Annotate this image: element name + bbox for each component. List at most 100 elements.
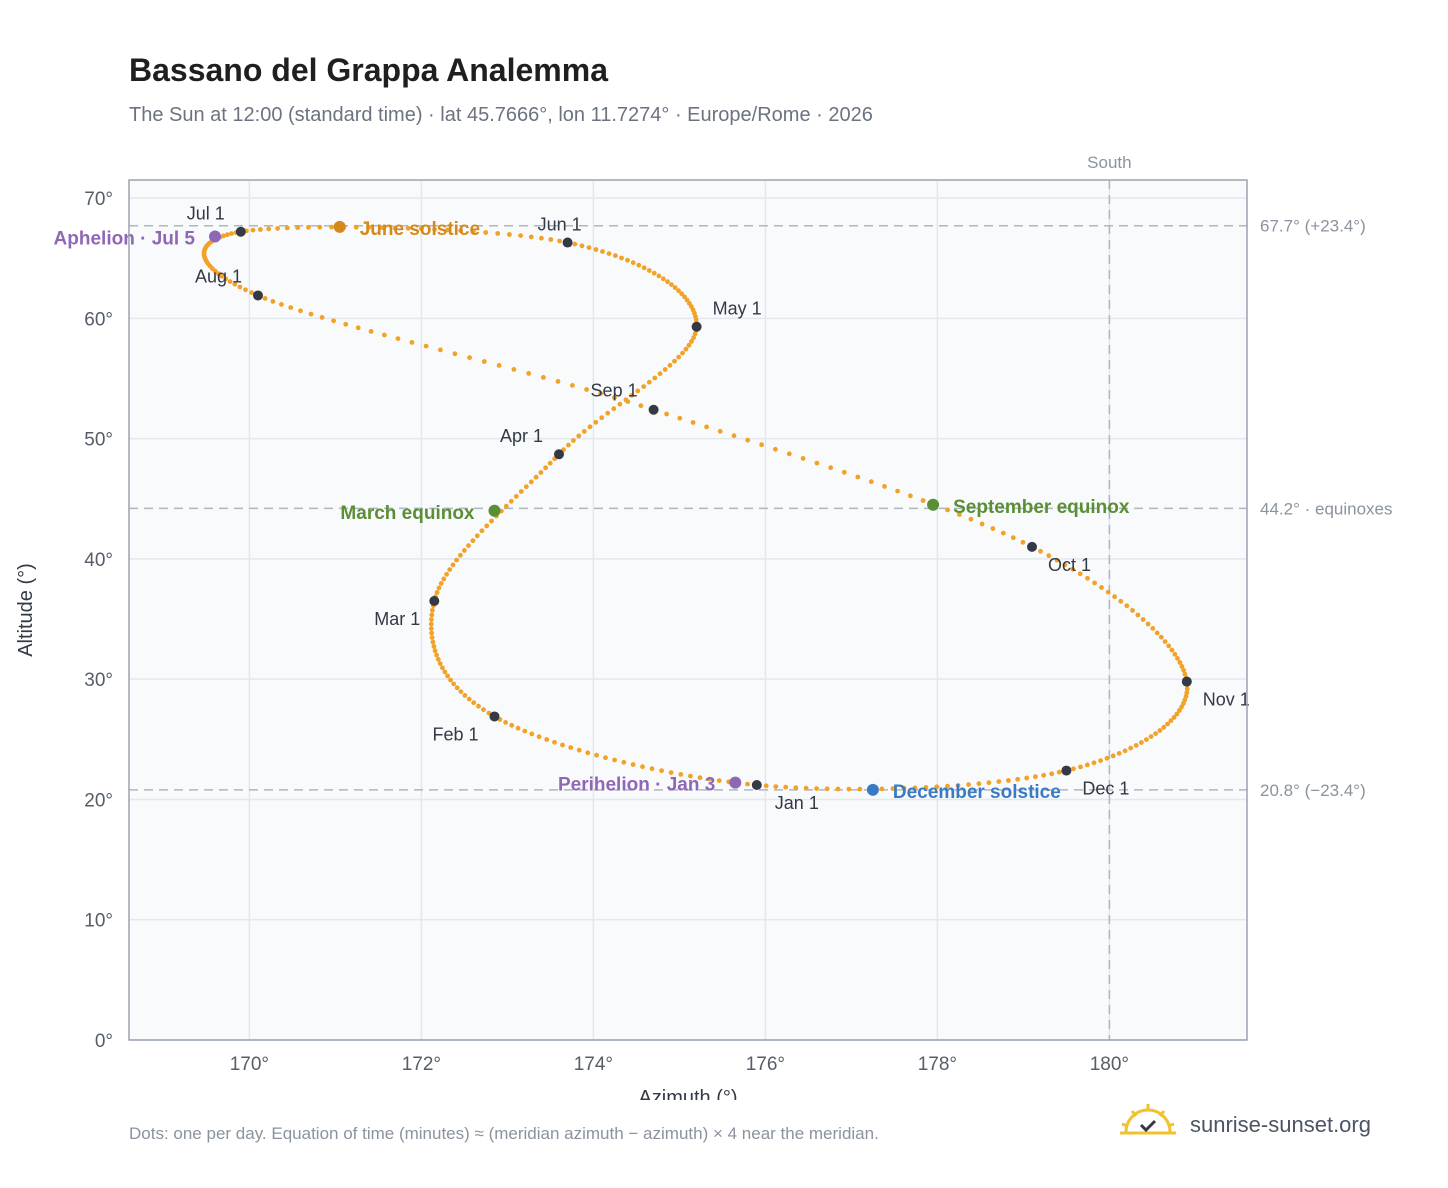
- daily-dot: [523, 484, 529, 490]
- daily-dot: [1171, 715, 1177, 720]
- month-marker: [562, 237, 573, 248]
- daily-dot: [570, 383, 575, 388]
- daily-dot: [552, 739, 557, 745]
- daily-dot: [1177, 708, 1182, 713]
- daily-dot: [1062, 562, 1068, 568]
- daily-dot: [448, 677, 453, 683]
- daily-dot: [539, 235, 544, 241]
- y-tick-label: 0°: [95, 1031, 113, 1052]
- brand-logo[interactable]: sunrise-sunset.org: [1120, 1100, 1400, 1150]
- daily-dot: [745, 437, 751, 443]
- x-tick-label: 170°: [230, 1054, 269, 1075]
- daily-dot: [445, 227, 451, 233]
- daily-dot: [600, 249, 605, 254]
- daily-dot: [317, 224, 323, 230]
- daily-dot: [682, 294, 687, 300]
- daily-dot: [219, 273, 225, 279]
- daily-dot: [908, 493, 913, 499]
- daily-dot: [466, 543, 471, 548]
- daily-dot: [688, 773, 693, 779]
- event-marker: [488, 504, 501, 517]
- daily-dot: [1135, 612, 1141, 618]
- daily-dot: [828, 465, 834, 471]
- month-marker: [235, 226, 246, 237]
- daily-dot: [298, 308, 303, 314]
- daily-dot: [586, 245, 592, 251]
- daily-dot: [454, 557, 459, 563]
- daily-dot: [431, 644, 437, 649]
- y-tick-label: 40°: [84, 550, 113, 571]
- daily-dot: [434, 652, 439, 658]
- axes: 170° 172° 174° 176° 178° 180° 0° 10° 20° 30° 40° 50…: [15, 189, 1129, 1100]
- month-label: Sep 1: [591, 381, 638, 401]
- daily-dot: [243, 287, 248, 293]
- daily-dot: [957, 512, 962, 517]
- daily-dot: [444, 571, 449, 577]
- daily-dot: [518, 489, 524, 494]
- reference-line-label: 20.8° (−23.4°): [1260, 781, 1366, 800]
- daily-dot: [934, 784, 940, 790]
- daily-dot: [640, 764, 645, 770]
- daily-dot: [1153, 731, 1158, 736]
- daily-dot: [1041, 772, 1047, 778]
- daily-dot: [566, 442, 571, 448]
- event-label: Aphelion · Jul 5: [54, 229, 196, 250]
- month-marker: [751, 780, 762, 791]
- daily-dot: [641, 384, 647, 389]
- daily-dot: [759, 442, 764, 448]
- daily-dot: [676, 288, 681, 294]
- daily-dot: [495, 231, 501, 236]
- daily-dot: [649, 766, 655, 772]
- y-tick-label: 60°: [84, 309, 113, 330]
- daily-dot: [1070, 566, 1076, 572]
- reference-line-label: 67.7° (+23.4°): [1260, 217, 1366, 236]
- daily-dot: [483, 230, 489, 235]
- daily-dot: [529, 731, 535, 737]
- daily-dot: [594, 752, 599, 758]
- daily-dot: [1182, 697, 1188, 703]
- analemma-chart: 67.7° (+23.4°) 44.2° · equinoxes 20.8° (−2…: [15, 153, 1393, 1100]
- daily-dot: [641, 265, 647, 271]
- daily-dot: [680, 350, 685, 356]
- daily-dot: [511, 367, 517, 372]
- daily-dot: [442, 669, 448, 675]
- daily-dot: [668, 770, 674, 775]
- daily-dot: [419, 226, 424, 232]
- daily-dot: [1179, 664, 1185, 669]
- month-label: Jan 1: [775, 793, 819, 813]
- daily-dot: [1181, 667, 1186, 673]
- daily-dot: [955, 783, 961, 788]
- daily-dot: [288, 305, 294, 310]
- daily-dot: [366, 224, 372, 230]
- daily-dot: [697, 775, 703, 781]
- event-marker: [729, 776, 742, 789]
- daily-dot: [503, 720, 508, 725]
- daily-dot: [1165, 721, 1170, 727]
- daily-dot: [1116, 751, 1122, 756]
- daily-dot: [229, 231, 234, 237]
- daily-dot: [266, 226, 272, 232]
- daily-dot: [625, 399, 631, 404]
- daily-dot: [773, 446, 778, 452]
- daily-dot: [690, 420, 696, 425]
- daily-dot: [258, 227, 263, 232]
- daily-dot: [968, 516, 974, 522]
- daily-dot: [612, 395, 617, 400]
- daily-dot: [1104, 755, 1110, 761]
- daily-dot: [879, 786, 885, 792]
- daily-dot: [430, 639, 436, 645]
- daily-dot: [945, 783, 950, 789]
- daily-dot: [920, 498, 926, 503]
- y-tick-label: 30°: [84, 670, 113, 691]
- daily-dot: [803, 785, 809, 791]
- daily-dot: [462, 693, 468, 698]
- daily-dot: [466, 696, 472, 702]
- daily-dot: [814, 460, 820, 466]
- daily-dot: [467, 355, 472, 360]
- daily-dot: [232, 281, 238, 287]
- daily-dot: [677, 415, 683, 421]
- event-label: March equinox: [340, 503, 475, 524]
- daily-dot: [912, 785, 918, 791]
- daily-dot: [547, 460, 553, 466]
- daily-dot: [1006, 778, 1011, 783]
